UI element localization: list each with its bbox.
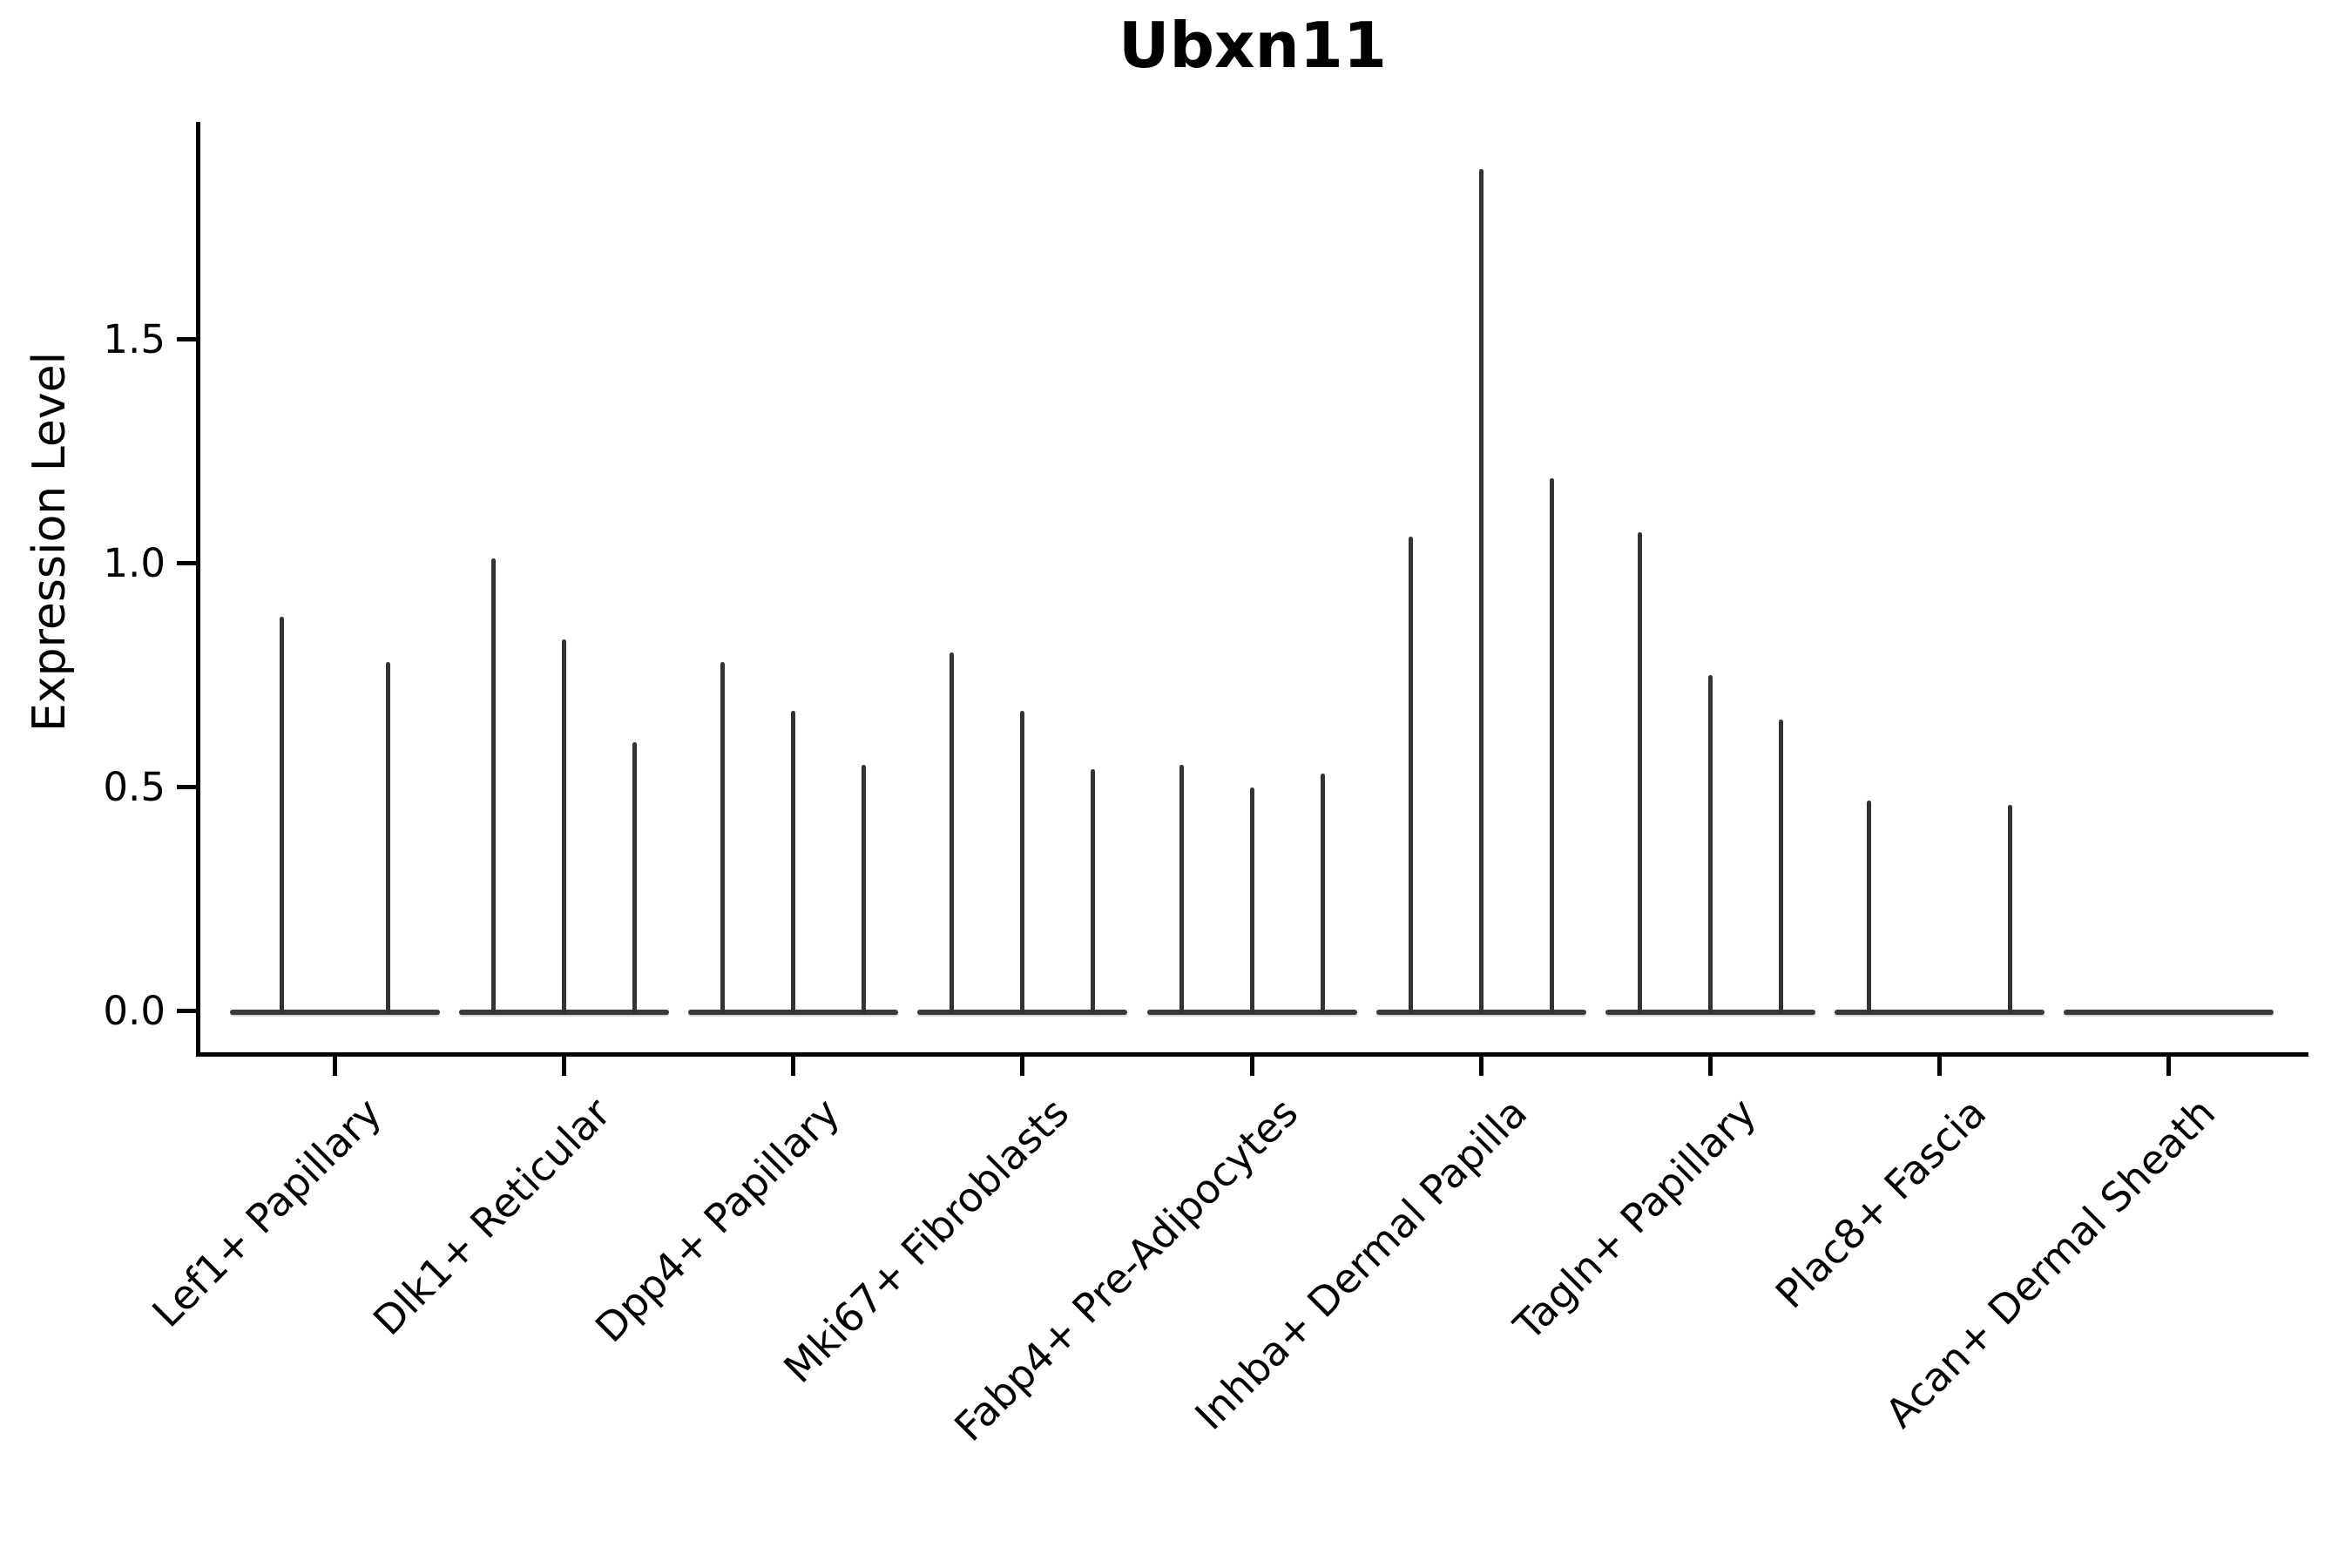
y-tick-mark (177, 337, 196, 341)
violin-spike (1778, 720, 1783, 1014)
violin-spike (491, 558, 497, 1014)
violin-spike (950, 652, 955, 1014)
violin-spike (280, 617, 285, 1014)
violin-spike (1478, 169, 1484, 1014)
violin-spike (1549, 477, 1554, 1014)
x-tick-label: Dlk1+ Reticular (363, 1089, 619, 1345)
violin-spike (1249, 787, 1254, 1014)
violin-spike (1637, 531, 1642, 1014)
x-tick-label: Dpp4+ Papillary (585, 1089, 848, 1352)
y-tick-mark (177, 785, 196, 789)
x-tick-mark (1249, 1057, 1254, 1076)
y-tick-mark (177, 561, 196, 565)
violin-spike (1091, 768, 1096, 1014)
y-tick-label: 1.5 (103, 315, 166, 362)
y-tick-label: 0.5 (103, 763, 166, 810)
x-tick-mark (1020, 1057, 1025, 1076)
y-tick-label: 0.0 (103, 987, 166, 1034)
violin-spike (720, 661, 726, 1014)
violin-spike (1020, 711, 1025, 1014)
x-tick-mark (1937, 1057, 1943, 1076)
violin-spike (1408, 536, 1413, 1014)
violin-spike (1320, 774, 1325, 1014)
x-tick-mark (562, 1057, 567, 1076)
x-tick-mark (1707, 1057, 1713, 1076)
violin-baseline (1835, 1010, 2045, 1015)
x-tick-mark (333, 1057, 337, 1076)
x-tick-mark (2166, 1057, 2172, 1076)
x-tick-label: Tagln+ Papillary (1504, 1089, 1766, 1349)
violin-spike (791, 711, 796, 1014)
violin-spike (1867, 800, 1872, 1014)
y-tick-label: 1.0 (103, 539, 166, 586)
x-tick-label: Lef1+ Papillary (142, 1089, 390, 1336)
violin-baseline (230, 1010, 440, 1015)
x-tick-mark (791, 1057, 796, 1076)
violin-spike (385, 661, 390, 1014)
violin-spike (1707, 675, 1713, 1014)
x-tick-label: Plac8+ Fascia (1766, 1089, 1995, 1318)
violin-spike (862, 764, 867, 1014)
violin-spike (562, 639, 567, 1014)
violin-spike (1179, 764, 1184, 1014)
plot-area (196, 122, 2308, 1057)
chart-title: Ubxn11 (1119, 9, 1387, 82)
violin-spike (2008, 805, 2013, 1014)
violin-baseline (2064, 1010, 2274, 1015)
y-tick-mark (177, 1009, 196, 1013)
violin-spike (632, 742, 638, 1014)
x-tick-mark (1478, 1057, 1484, 1076)
